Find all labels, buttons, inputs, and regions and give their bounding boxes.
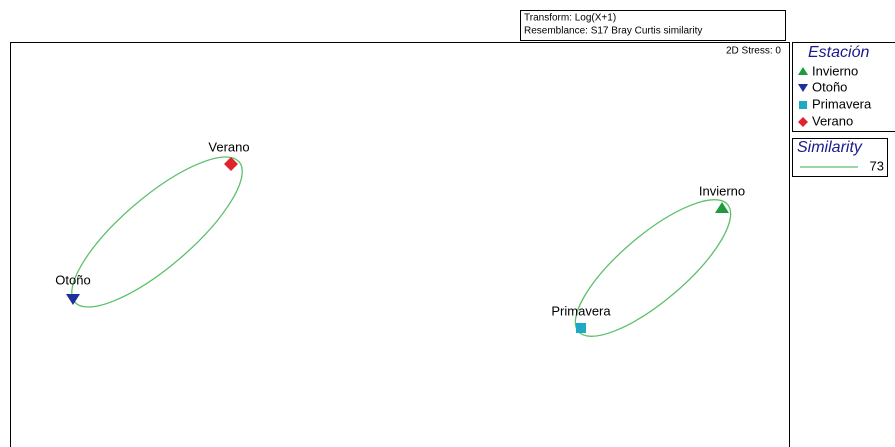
header-line: Transform: Log(X+1) <box>524 13 616 24</box>
legend-marker <box>798 117 808 127</box>
similarity-value: 73 <box>870 158 884 173</box>
header-box <box>520 10 786 41</box>
legend-entry: Primavera <box>812 96 872 111</box>
point-verano <box>224 157 238 171</box>
point-invierno <box>715 202 729 213</box>
header-line: Resemblance: S17 Bray Curtis similarity <box>524 26 702 37</box>
legend-entry: Invierno <box>812 63 858 78</box>
legend-entry: Otoño <box>812 79 847 94</box>
legend-box <box>792 42 895 132</box>
point-label: Verano <box>208 139 249 154</box>
similarity-ellipse <box>71 156 243 308</box>
point-primavera <box>576 323 586 333</box>
point-otono <box>66 294 80 305</box>
legend-marker <box>799 101 807 109</box>
point-label: Invierno <box>699 183 745 198</box>
point-label: Otoño <box>55 272 90 287</box>
stress-label: 2D Stress: 0 <box>726 46 781 57</box>
similarity-title: Similarity <box>797 139 863 156</box>
similarity-box <box>792 138 888 177</box>
legend-marker <box>798 67 808 75</box>
legend-title: Estación <box>808 44 869 61</box>
point-label: Primavera <box>551 303 611 318</box>
legend-entry: Verano <box>812 113 853 128</box>
plot-frame <box>10 42 790 447</box>
legend-marker <box>798 84 808 92</box>
